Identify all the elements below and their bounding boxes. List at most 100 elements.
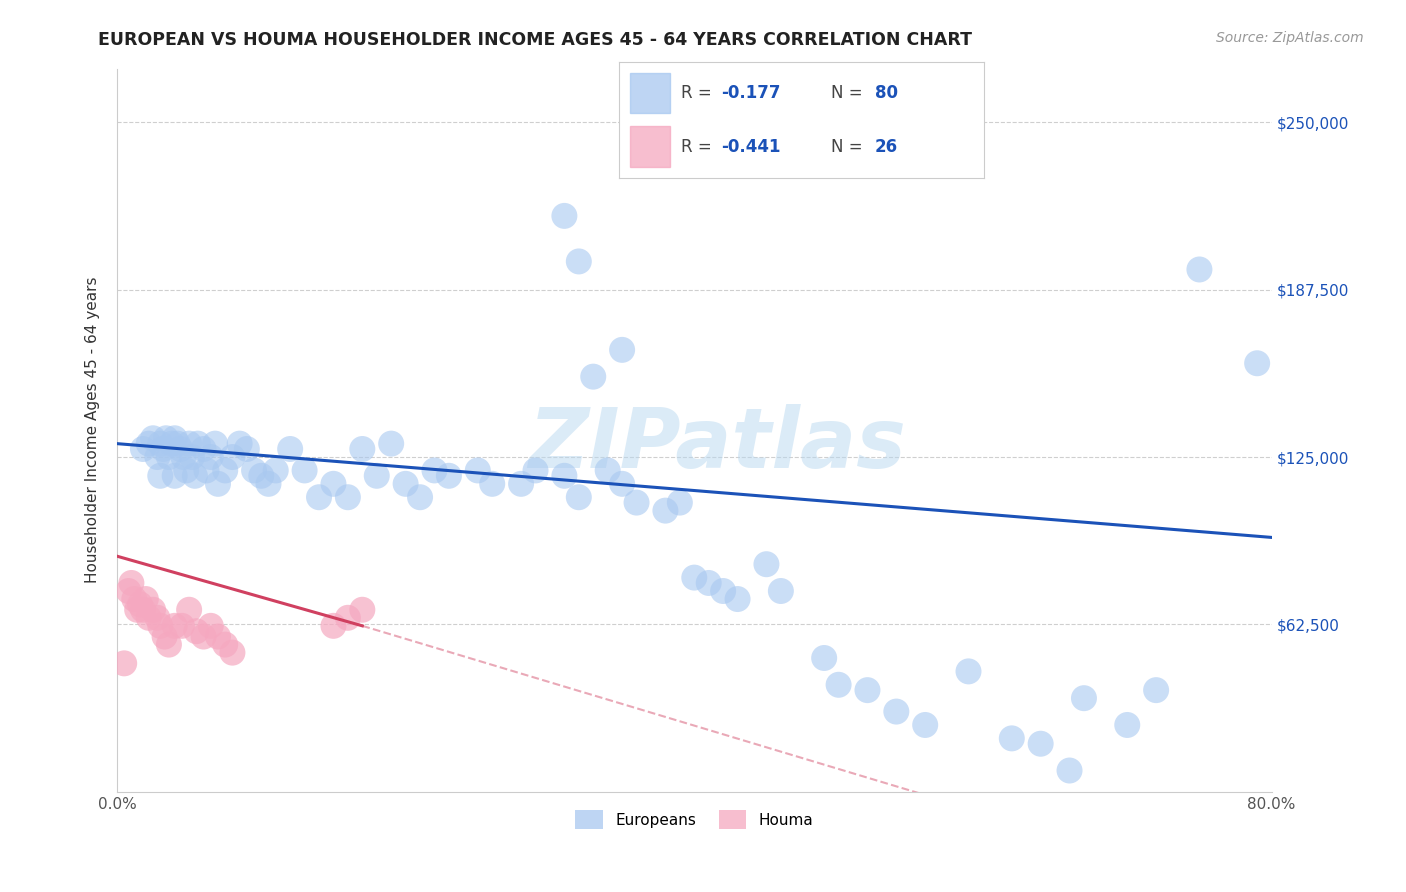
Point — [568, 490, 591, 504]
Point — [437, 468, 460, 483]
Point — [142, 603, 165, 617]
Point — [336, 611, 359, 625]
Point — [524, 463, 547, 477]
Point — [711, 584, 734, 599]
Point — [132, 603, 155, 617]
Text: N =: N = — [831, 137, 868, 155]
Point — [278, 442, 301, 456]
Point — [683, 571, 706, 585]
Point — [582, 369, 605, 384]
Point — [214, 463, 236, 477]
Point — [626, 495, 648, 509]
Point — [153, 630, 176, 644]
Point — [957, 665, 980, 679]
Point — [195, 463, 218, 477]
Point — [755, 558, 778, 572]
Point — [112, 657, 135, 671]
Point — [157, 450, 180, 464]
Point — [914, 718, 936, 732]
Point — [187, 436, 209, 450]
Point — [129, 598, 152, 612]
Point — [200, 450, 222, 464]
Point — [610, 476, 633, 491]
Point — [204, 436, 226, 450]
Point — [481, 476, 503, 491]
Point — [1116, 718, 1139, 732]
Point — [553, 468, 575, 483]
Y-axis label: Householder Income Ages 45 - 64 years: Householder Income Ages 45 - 64 years — [86, 277, 100, 583]
Point — [236, 442, 259, 456]
Point — [669, 495, 692, 509]
Point — [1001, 731, 1024, 746]
Point — [207, 476, 229, 491]
Point — [366, 468, 388, 483]
Point — [827, 678, 849, 692]
Bar — [630, 126, 669, 167]
Point — [142, 431, 165, 445]
Point — [813, 651, 835, 665]
Point — [169, 442, 191, 456]
Bar — [630, 73, 669, 113]
Point — [308, 490, 330, 504]
Point — [1144, 683, 1167, 698]
Point — [174, 463, 197, 477]
Point — [160, 436, 183, 450]
Point — [886, 705, 908, 719]
Point — [697, 576, 720, 591]
Point — [163, 619, 186, 633]
Point — [322, 476, 344, 491]
Point — [132, 442, 155, 456]
Legend: Europeans, Houma: Europeans, Houma — [569, 804, 820, 835]
Point — [727, 592, 749, 607]
Point — [654, 503, 676, 517]
Point — [294, 463, 316, 477]
Point — [181, 450, 204, 464]
Point — [179, 436, 201, 450]
Point — [228, 436, 250, 450]
Point — [769, 584, 792, 599]
Point — [146, 611, 169, 625]
Point — [184, 468, 207, 483]
Point — [117, 584, 139, 599]
Point — [257, 476, 280, 491]
Point — [423, 463, 446, 477]
Point — [352, 442, 374, 456]
Point — [193, 442, 215, 456]
Point — [207, 630, 229, 644]
Point — [1188, 262, 1211, 277]
Point — [1073, 691, 1095, 706]
Point — [166, 436, 188, 450]
Point — [127, 603, 149, 617]
Point — [179, 603, 201, 617]
Point — [155, 431, 177, 445]
Point — [243, 463, 266, 477]
Point — [149, 619, 172, 633]
Point — [124, 592, 146, 607]
Point — [553, 209, 575, 223]
Point — [163, 431, 186, 445]
Point — [250, 468, 273, 483]
Text: -0.177: -0.177 — [721, 84, 780, 103]
Text: EUROPEAN VS HOUMA HOUSEHOLDER INCOME AGES 45 - 64 YEARS CORRELATION CHART: EUROPEAN VS HOUMA HOUSEHOLDER INCOME AGE… — [98, 31, 973, 49]
Text: R =: R = — [681, 137, 717, 155]
Point — [568, 254, 591, 268]
Point — [1059, 764, 1081, 778]
Point — [221, 450, 243, 464]
Point — [409, 490, 432, 504]
Text: ZIPatlas: ZIPatlas — [529, 404, 907, 485]
Point — [170, 619, 193, 633]
Point — [610, 343, 633, 357]
Text: N =: N = — [831, 84, 868, 103]
Text: -0.441: -0.441 — [721, 137, 780, 155]
Point — [322, 619, 344, 633]
Point — [352, 603, 374, 617]
Point — [596, 463, 619, 477]
Point — [193, 630, 215, 644]
Point — [856, 683, 879, 698]
Point — [138, 436, 160, 450]
Point — [467, 463, 489, 477]
Point — [394, 476, 416, 491]
Point — [149, 436, 172, 450]
Point — [120, 576, 142, 591]
Point — [336, 490, 359, 504]
